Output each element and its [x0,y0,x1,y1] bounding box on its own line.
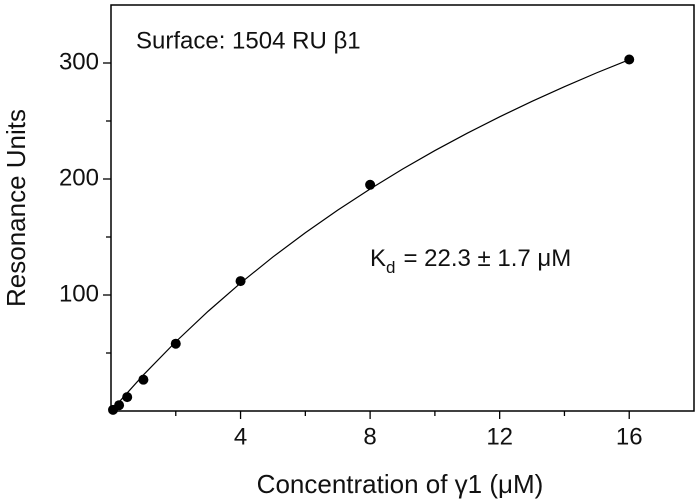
plot-frame [110,4,695,412]
fit-curve [110,59,630,412]
data-point [235,276,246,287]
annotation: Surface: 1504 RU β1 [136,27,361,54]
x-tick-label: 12 [486,423,513,450]
kd-annotation: Kd = 22.3 ± 1.7 μM [370,245,571,277]
data-point [138,374,149,385]
kd-main: K [370,245,386,272]
y-tick-label: 100 [59,280,99,307]
y-tick-label: 300 [59,48,99,75]
data-point [122,392,133,403]
data-point [624,54,635,65]
x-axis-label: Concentration of γ1 (μM) [257,469,544,499]
kd-rest: = 22.3 ± 1.7 μM [403,245,571,272]
y-tick-label: 200 [59,164,99,191]
x-tick-label: 4 [234,423,247,450]
y-axis-label: Resonance Units [1,109,31,307]
data-point [114,400,125,411]
x-tick-label: 16 [616,423,643,450]
data-point [170,338,181,349]
kd-sub: d [386,258,395,277]
x-tick-label: 8 [363,423,376,450]
data-point [365,179,376,190]
